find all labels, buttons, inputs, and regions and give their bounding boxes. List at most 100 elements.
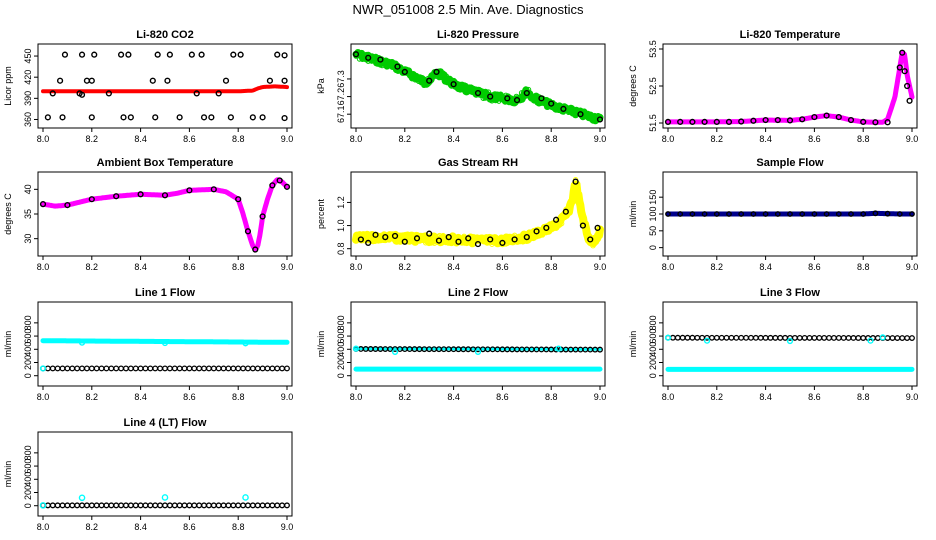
series-rh-marker	[597, 230, 603, 237]
series-line1-lo-point	[259, 365, 266, 372]
y-tick-label: 0	[23, 373, 33, 378]
series-line3-hi-point	[679, 334, 686, 341]
series-line4-cyan-pts-point	[78, 494, 86, 502]
series-co2-lo-point	[152, 114, 159, 121]
series-line4-lo-point	[83, 502, 90, 509]
series-rh-marker	[558, 220, 565, 227]
y-tick-label: 0	[336, 373, 346, 378]
chart-title: Li-820 Temperature	[740, 29, 841, 41]
series-line4-lo-point	[103, 502, 110, 509]
x-tick-label: 8.8	[232, 262, 245, 272]
y-tick-label: 50	[648, 226, 658, 236]
series-co2-lo-point	[44, 114, 51, 121]
chart-panel-licor_temp: Li-820 Temperature 8.0 8.2 8.4 8.6 8.8 9.0 51.5…	[628, 29, 918, 144]
plot-frame	[662, 43, 918, 129]
series-temperature-pts-point	[713, 118, 720, 125]
series-line3-cyan-pts-point	[664, 334, 672, 341]
series-line3-hi-point	[830, 334, 837, 341]
x-tick-label: 8.2	[711, 134, 724, 144]
series-line3-hi-point	[762, 334, 769, 341]
series-line1-lo-point	[69, 365, 76, 372]
chart-panel-line4: Line 4 (LT) Flow 8.0 8.2 8.4 8.6 8.8 9.0 0 20040…	[3, 417, 293, 532]
series-line4-lo-point	[249, 502, 256, 509]
series-line3-hi-point	[826, 334, 832, 341]
series-pressure-marker	[569, 106, 575, 113]
y-tick-label: 800	[336, 315, 346, 330]
series-co2-hi-point	[91, 51, 98, 58]
x-tick-label: 8.8	[857, 392, 870, 402]
x-tick-label: 8.6	[496, 134, 509, 144]
series-flow-pts-point	[835, 211, 842, 217]
series-co2-hi-point	[237, 51, 244, 58]
series-line4-lo-point	[118, 502, 125, 509]
data-layer	[352, 345, 603, 372]
series-line4-lo-point	[49, 502, 56, 509]
series-pressure-marker	[586, 111, 593, 117]
series-temperature-pts-point	[896, 64, 903, 71]
series-pressure-pts-point	[450, 81, 457, 88]
series-pressure-pts-point	[548, 100, 555, 107]
series-temperature-pts-point	[799, 116, 806, 123]
chart-title: Line 4 (LT) Flow	[124, 417, 207, 429]
x-tick-label: 8.8	[232, 522, 245, 532]
y-tick-label: 600	[336, 329, 346, 344]
series-line4-lo-point	[162, 502, 168, 509]
y-tick-label: 800	[23, 445, 33, 460]
series-line4-lo-point	[220, 502, 227, 509]
y-tick-label: 400	[23, 342, 33, 357]
x-tick-label: 8.6	[496, 262, 509, 272]
y-tick-label: 0	[648, 373, 658, 378]
series-line1-lo-point	[93, 365, 100, 372]
series-line3-hi-point	[689, 334, 696, 341]
chart-title: Line 3 Flow	[760, 287, 820, 299]
y-axis-label: ml/min	[628, 331, 638, 358]
chart-panel-ambient: Ambient Box Temperature 8.0 8.2 8.4 8.6 8.8 9.…	[3, 157, 293, 272]
series-ambient-pts-point	[88, 196, 95, 203]
series-line2-cyan-pts-point	[474, 348, 482, 356]
series-line4-cyan-pts-point	[39, 502, 47, 509]
series-line1-lo-point	[123, 365, 129, 372]
series-line3-hi-point	[699, 334, 706, 341]
series-line1-lo-point	[249, 365, 256, 372]
series-line4-lo-point	[98, 502, 105, 509]
series-flow	[665, 210, 915, 217]
series-line3-cyan-pts-point	[703, 337, 711, 344]
series-rh-pts-point	[455, 238, 462, 245]
data-layer	[39, 494, 290, 509]
series-line2-hi-point	[597, 346, 603, 353]
series-flow-pts-point	[896, 211, 903, 217]
series-co2-mid-point	[83, 77, 91, 84]
series-line3-hi-point	[840, 335, 847, 341]
series-line3-hi-point	[835, 335, 842, 341]
series-line3-hi-point	[811, 334, 818, 341]
data-layer	[41, 51, 289, 122]
series-co2-mid-point	[105, 90, 112, 97]
x-tick-label: 8.6	[183, 262, 196, 272]
series-ambient-pts-point	[186, 187, 193, 194]
series-pressure-marker	[592, 112, 598, 119]
series-temperature-pts-point	[901, 68, 908, 75]
y-axis-label: kPa	[316, 78, 326, 94]
series-ambient-pts-point	[113, 193, 120, 200]
series-rh-pts-point	[372, 231, 379, 238]
series-line4-lo-point	[235, 502, 242, 509]
series-line4-lo-point	[171, 502, 178, 509]
series-co2-mid-point	[88, 77, 95, 84]
x-tick-label: 9.0	[594, 134, 607, 144]
y-axis-label: percent	[316, 198, 326, 229]
series-temperature-pts-point	[677, 118, 684, 125]
series-line4-lo-point	[166, 502, 173, 509]
series-line4-lo-point	[64, 502, 71, 509]
series-temperature-pts-point	[774, 116, 781, 124]
series-line1-lo-point	[201, 365, 207, 372]
series-temperature-pts-point	[872, 119, 879, 126]
series-line3-hi-point	[782, 334, 789, 341]
series-line1-lo-point	[264, 365, 271, 372]
series-line4-lo-point	[264, 502, 271, 509]
y-tick-label: 30	[23, 234, 33, 244]
x-tick-label: 9.0	[594, 392, 607, 402]
series-flow-pts-point	[762, 211, 769, 217]
series-line3-hi-point	[728, 334, 735, 341]
series-line1-lo-point	[279, 365, 286, 372]
series-rh-marker	[593, 236, 600, 243]
